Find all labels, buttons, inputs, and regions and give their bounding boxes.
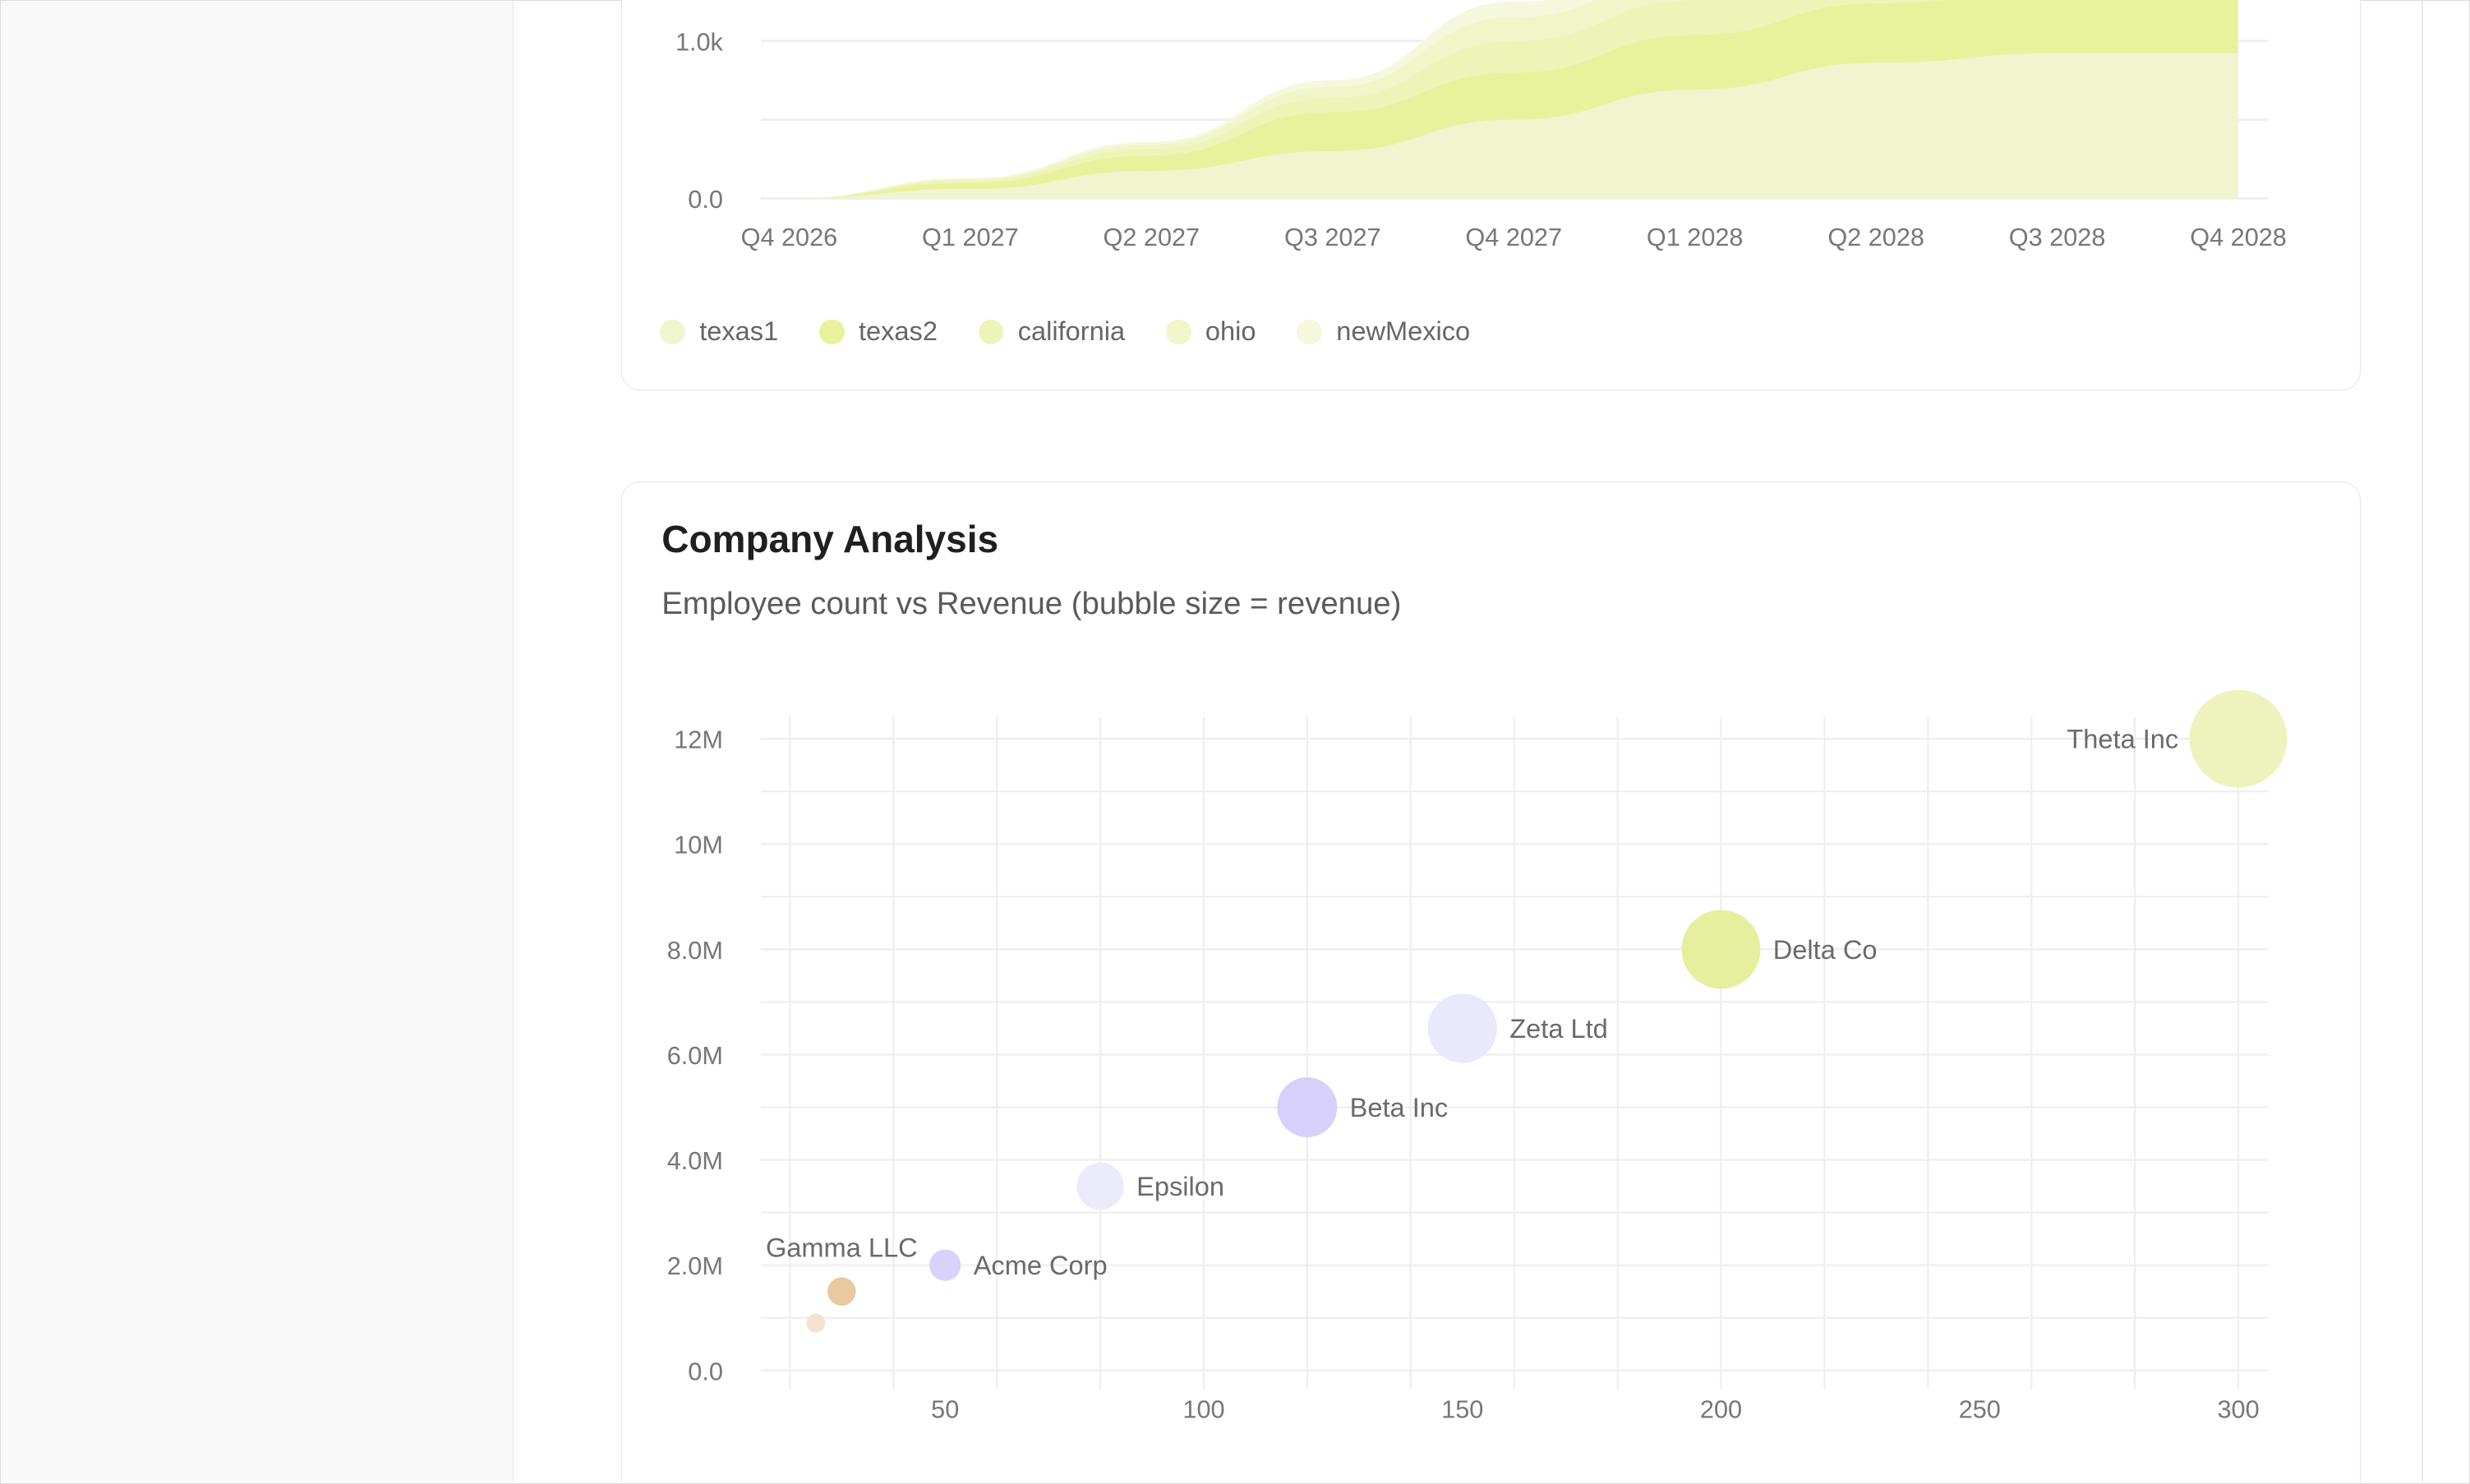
bubble <box>1681 910 1761 989</box>
x-tick-label: Q3 2027 <box>1284 224 1381 251</box>
x-tick-label: 50 <box>931 1395 959 1423</box>
legend-swatch-icon <box>660 319 685 345</box>
legend-label: texas1 <box>699 316 779 347</box>
stacked-area-chart-card: 0.0 1.0k Q4 2026 Q1 2027 Q2 2027 Q3 2027 Q4 20… <box>621 0 2361 390</box>
x-tick-label: Q1 2028 <box>1647 224 1744 251</box>
bubble <box>929 1249 961 1281</box>
legend-swatch-icon <box>1165 319 1191 345</box>
area-ohio <box>789 0 1695 199</box>
bubble-label: Zeta Ltd <box>1509 1014 1608 1044</box>
card-subtitle: Employee count vs Revenue (bubble size =… <box>661 586 1402 622</box>
legend-item-california[interactable]: california <box>978 316 1126 347</box>
y-tick-label: 1.0k <box>675 28 724 56</box>
legend-label: newMexico <box>1336 316 1471 347</box>
legend-label: ohio <box>1205 316 1256 347</box>
x-tick-label: 250 <box>1959 1395 2001 1423</box>
legend-swatch-icon <box>1297 319 1322 345</box>
bubble-label: Epsilon <box>1136 1172 1224 1201</box>
bubble <box>1076 1162 1124 1210</box>
bubble-label: Delta Co <box>1773 935 1878 965</box>
legend-item-newMexico[interactable]: newMexico <box>1297 316 1470 347</box>
legend-swatch-icon <box>819 319 845 345</box>
bubble-label: Gamma LLC <box>766 1233 918 1263</box>
bubble-chart: 0.0 2.0M 4.0M 6.0M 8.0M 10M 12M 50 100 150 200 250 3… <box>667 689 2288 1423</box>
x-tick-label: 100 <box>1182 1395 1224 1423</box>
y-tick-label: 0.0 <box>688 1357 723 1385</box>
x-tick-label: Q4 2026 <box>741 224 838 251</box>
bubble <box>827 1277 856 1307</box>
area-texas2 <box>789 0 2239 199</box>
bubble <box>1427 993 1498 1063</box>
bubble-label: Acme Corp <box>974 1251 1108 1280</box>
legend-item-texas1[interactable]: texas1 <box>660 316 778 347</box>
area-texas1 <box>789 53 2239 199</box>
bubble-label: Theta Inc <box>2067 725 2178 754</box>
x-tick-label: Q4 2027 <box>1466 224 1563 251</box>
chart-legend: texas1 texas2 california ohio newMexico <box>660 316 1470 347</box>
x-tick-label: Q3 2028 <box>2009 224 2106 251</box>
y-tick-label: 4.0M <box>667 1147 723 1175</box>
area-california <box>789 0 1942 199</box>
bubble <box>2189 689 2288 788</box>
x-tick-label: Q2 2027 <box>1104 224 1200 251</box>
bubble <box>1277 1077 1338 1137</box>
bubble <box>806 1313 826 1333</box>
x-tick-label: Q4 2028 <box>2190 224 2287 251</box>
legend-item-ohio[interactable]: ohio <box>1165 316 1256 347</box>
bubble-label: Beta Inc <box>1350 1093 1449 1122</box>
x-tick-label: 300 <box>2218 1395 2260 1423</box>
y-tick-label: 2.0M <box>667 1252 723 1280</box>
y-tick-label: 8.0M <box>667 937 723 965</box>
x-tick-label: 200 <box>1700 1395 1742 1423</box>
company-analysis-card: Company Analysis Employee count vs Reven… <box>621 481 2361 1482</box>
legend-swatch-icon <box>978 319 1004 345</box>
legend-label: california <box>1017 316 1126 347</box>
y-tick-label: 10M <box>674 832 723 860</box>
stacked-area-chart: 0.0 1.0k Q4 2026 Q1 2027 Q2 2027 Q3 2027 Q4 20… <box>675 0 2287 251</box>
x-tick-label: Q2 2028 <box>1827 224 1924 251</box>
card-title: Company Analysis <box>661 517 999 560</box>
sidebar <box>1 1 514 1482</box>
y-tick-label: 0.0 <box>688 186 723 214</box>
y-tick-label: 6.0M <box>667 1042 723 1070</box>
legend-item-texas2[interactable]: texas2 <box>819 316 938 347</box>
y-tick-label: 12M <box>674 726 723 754</box>
x-tick-label: Q1 2027 <box>922 224 1019 251</box>
legend-label: texas2 <box>858 316 938 347</box>
x-tick-label: 150 <box>1441 1395 1483 1423</box>
right-divider <box>2422 1 2424 1482</box>
